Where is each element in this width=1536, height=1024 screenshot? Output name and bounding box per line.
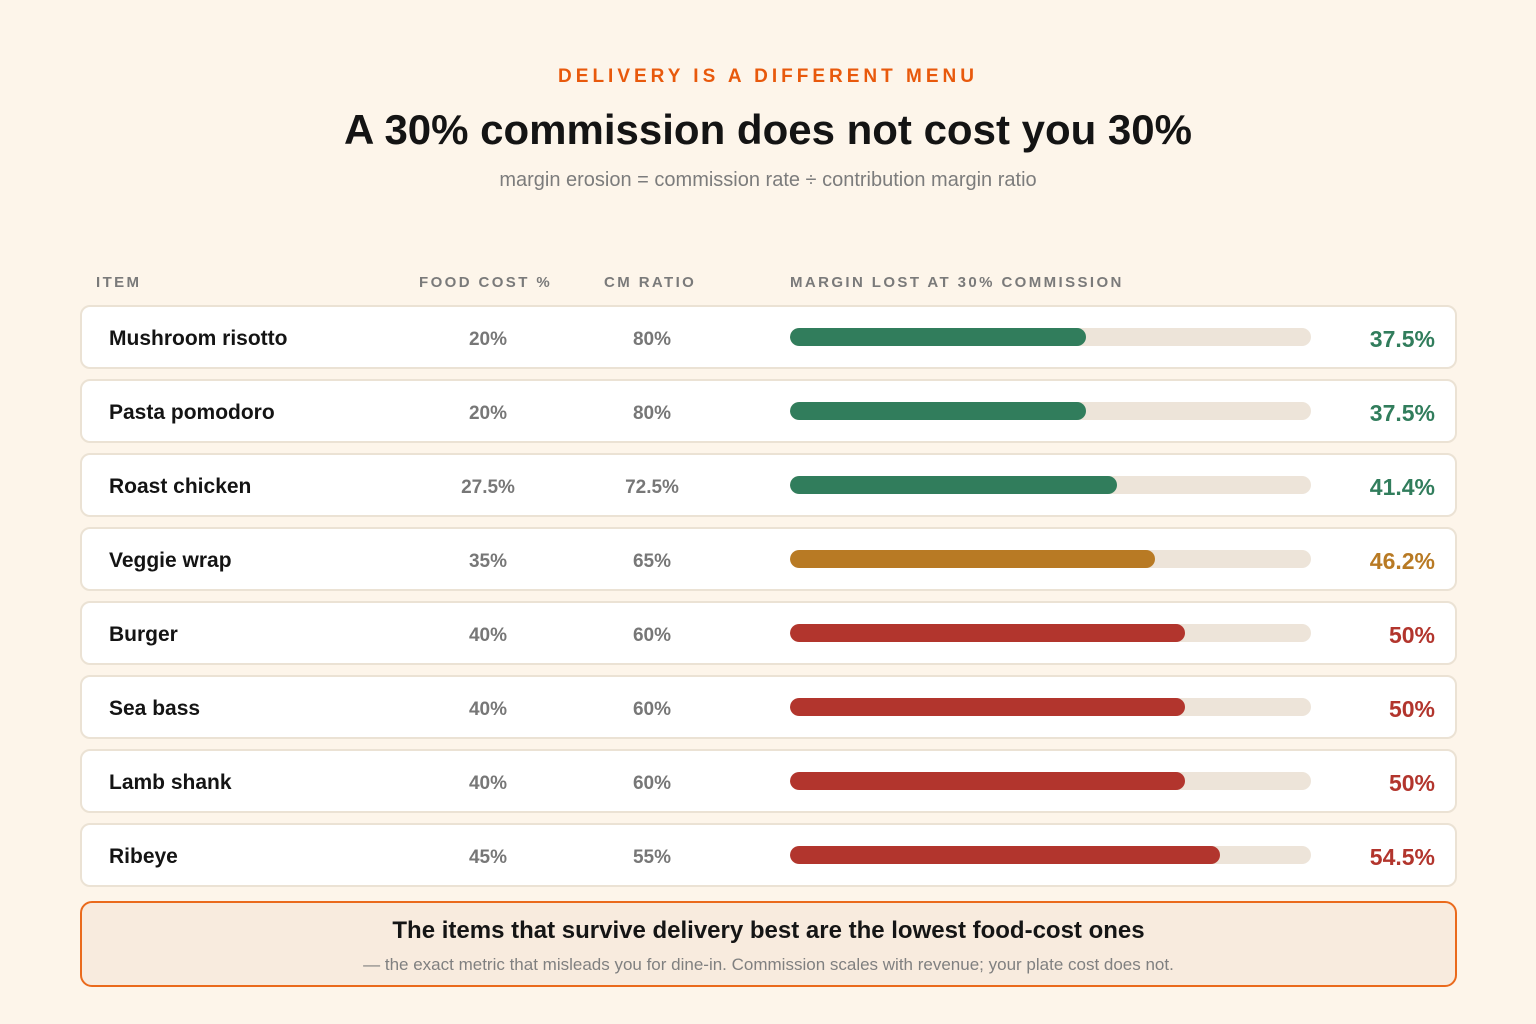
margin-bar: [790, 846, 1221, 864]
margin-bar: [790, 772, 1185, 790]
margin-lost-label: 50%: [1388, 696, 1435, 722]
cm-ratio-value: 80%: [632, 329, 672, 350]
bar-track: [790, 624, 1311, 642]
column-header-cm-ratio: CM RATIO: [604, 274, 697, 291]
table-row: Burger 40% 60% 50%: [80, 601, 1457, 665]
bar-track: [790, 698, 1311, 716]
food-cost-value: 40%: [468, 699, 508, 720]
margin-lost-label: 46.2%: [1369, 548, 1435, 574]
item-name: Pasta pomodoro: [109, 401, 275, 424]
table-row: Ribeye 45% 55% 54.5%: [80, 823, 1457, 887]
bar-track: [790, 402, 1311, 420]
food-cost-value: 27.5%: [461, 477, 515, 498]
bar-track: [790, 772, 1311, 790]
page-title: A 30% commission does not cost you 30%: [344, 106, 1192, 153]
margin-lost-label: 37.5%: [1369, 326, 1435, 352]
margin-bar: [790, 476, 1117, 494]
margin-bar: [790, 402, 1087, 420]
margin-bar: [790, 550, 1155, 568]
cm-ratio-value: 80%: [632, 403, 672, 424]
cm-ratio-value: 65%: [632, 551, 672, 572]
margin-bar: [790, 328, 1087, 346]
callout-text: — the exact metric that misleads you for…: [363, 955, 1174, 974]
table-row: Sea bass 40% 60% 50%: [80, 675, 1457, 739]
insight-callout: The items that survive delivery best are…: [80, 901, 1457, 987]
item-name: Roast chicken: [109, 475, 252, 498]
food-cost-value: 35%: [468, 551, 508, 572]
callout-title: The items that survive delivery best are…: [392, 917, 1145, 944]
item-name: Veggie wrap: [109, 549, 232, 572]
margin-lost-label: 54.5%: [1369, 844, 1435, 870]
food-cost-value: 40%: [468, 773, 508, 794]
table-row: Roast chicken 27.5% 72.5% 41.4%: [80, 453, 1457, 517]
margin-lost-label: 50%: [1388, 770, 1435, 796]
table-row: Lamb shank 40% 60% 50%: [80, 749, 1457, 813]
cm-ratio-value: 60%: [632, 773, 672, 794]
table-row: Veggie wrap 35% 65% 46.2%: [80, 527, 1457, 591]
margin-lost-label: 50%: [1388, 622, 1435, 648]
food-cost-value: 20%: [468, 403, 508, 424]
margin-lost-label: 37.5%: [1369, 400, 1435, 426]
food-cost-value: 20%: [468, 329, 508, 350]
cm-ratio-value: 60%: [632, 625, 672, 646]
table-row: Pasta pomodoro 20% 80% 37.5%: [80, 379, 1457, 443]
bar-track: [790, 846, 1311, 864]
cm-ratio-value: 55%: [632, 847, 672, 868]
table-row: Mushroom risotto 20% 80% 37.5%: [80, 305, 1457, 369]
column-header-margin-lost: MARGIN LOST AT 30% COMMISSION: [790, 274, 1124, 291]
column-header-item: ITEM: [96, 274, 142, 291]
bar-track: [790, 328, 1311, 346]
item-name: Burger: [109, 623, 178, 646]
item-name: Ribeye: [109, 845, 178, 868]
food-cost-value: 45%: [468, 847, 508, 868]
margin-lost-label: 41.4%: [1369, 474, 1435, 500]
cm-ratio-value: 72.5%: [625, 477, 679, 498]
margin-bar: [790, 698, 1185, 716]
food-cost-value: 40%: [468, 625, 508, 646]
item-name: Mushroom risotto: [109, 327, 288, 350]
formula-subtitle: margin erosion = commission rate ÷ contr…: [499, 169, 1037, 191]
item-name: Sea bass: [109, 697, 201, 720]
item-name: Lamb shank: [109, 771, 232, 794]
cm-ratio-value: 60%: [632, 699, 672, 720]
margin-bar: [790, 624, 1185, 642]
kicker: DELIVERY IS A DIFFERENT MENU: [558, 66, 978, 87]
bar-track: [790, 476, 1311, 494]
column-header-food-cost: FOOD COST %: [419, 274, 553, 291]
bar-track: [790, 550, 1311, 568]
